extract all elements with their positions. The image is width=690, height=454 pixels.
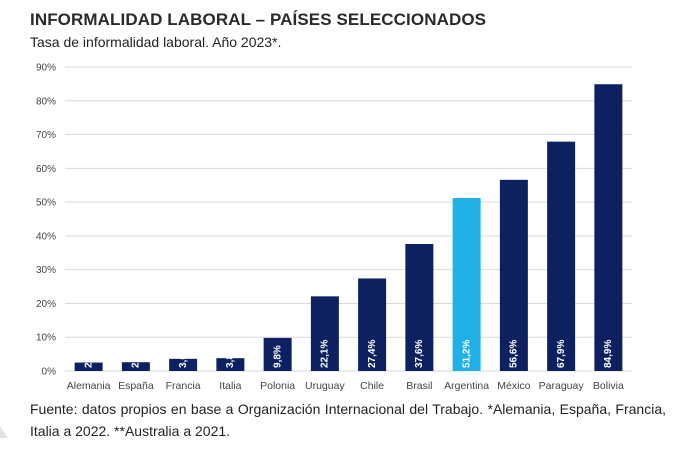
y-tick-label: 80% [36,96,56,107]
bar-españa [121,362,150,371]
data-label: 67,9% [556,340,567,368]
y-tick-label: 0% [42,367,57,378]
chart-subtitle: Tasa de informalidad laboral. Año 2023*. [30,34,282,50]
bar-bolivia [594,84,623,371]
data-label: 3,8% [225,345,236,368]
y-tick-label: 20% [36,299,56,310]
data-label: 37,6% [414,340,425,368]
bar-italia [216,358,245,371]
data-label: 2,5% [83,345,94,368]
x-tick-label: México [497,380,530,392]
x-tick-label: Argentina [444,380,489,392]
bar-paraguay [547,141,576,371]
x-tick-label: Polonia [260,380,295,392]
y-tick-label: 70% [36,130,56,141]
x-tick-label: Alemania [67,380,111,392]
y-tick-label: 30% [36,265,56,276]
data-label: 56,6% [509,340,520,368]
chart-title: INFORMALIDAD LABORAL – PAÍSES SELECCIONA… [30,10,487,29]
x-tick-label: Paraguay [539,380,585,392]
bar-chart: 0% 10% 20% 30% 40% 50% 60% 70% 80% 90% Alemania 2,5… [36,63,632,392]
bar-méxico [499,179,528,371]
bar-francia [169,358,198,371]
corner-decoration [0,426,8,438]
x-tick-label: España [118,380,154,392]
data-label: 27,4% [367,340,378,368]
bar-uruguay [310,296,339,371]
data-label: 51,2% [461,340,472,368]
data-label: 22,1% [320,340,331,368]
data-label: 9,8% [272,345,283,368]
y-tick-label: 50% [36,198,56,209]
x-tick-label: Uruguay [305,380,345,392]
y-tick-label: 40% [36,231,56,242]
data-label: 3,6% [178,345,189,368]
data-label: 2,6% [131,345,142,368]
y-tick-label: 10% [36,333,56,344]
bar-argentina [452,198,481,371]
bar-polonia [263,337,292,371]
x-tick-label: Italia [219,380,241,392]
x-tick-label: Brasil [406,380,432,392]
source-note: Fuente: datos propios en base a Organiza… [30,401,666,439]
x-tick-label: Francia [166,380,201,392]
x-tick-label: Chile [360,380,384,392]
y-tick-label: 60% [36,164,56,175]
data-label: 84,9% [603,340,614,368]
bar-chile [358,278,387,371]
bar-brasil [405,243,434,371]
x-tick-label: Bolivia [593,380,624,392]
bar-alemania [74,362,103,371]
y-tick-label: 90% [36,63,56,74]
